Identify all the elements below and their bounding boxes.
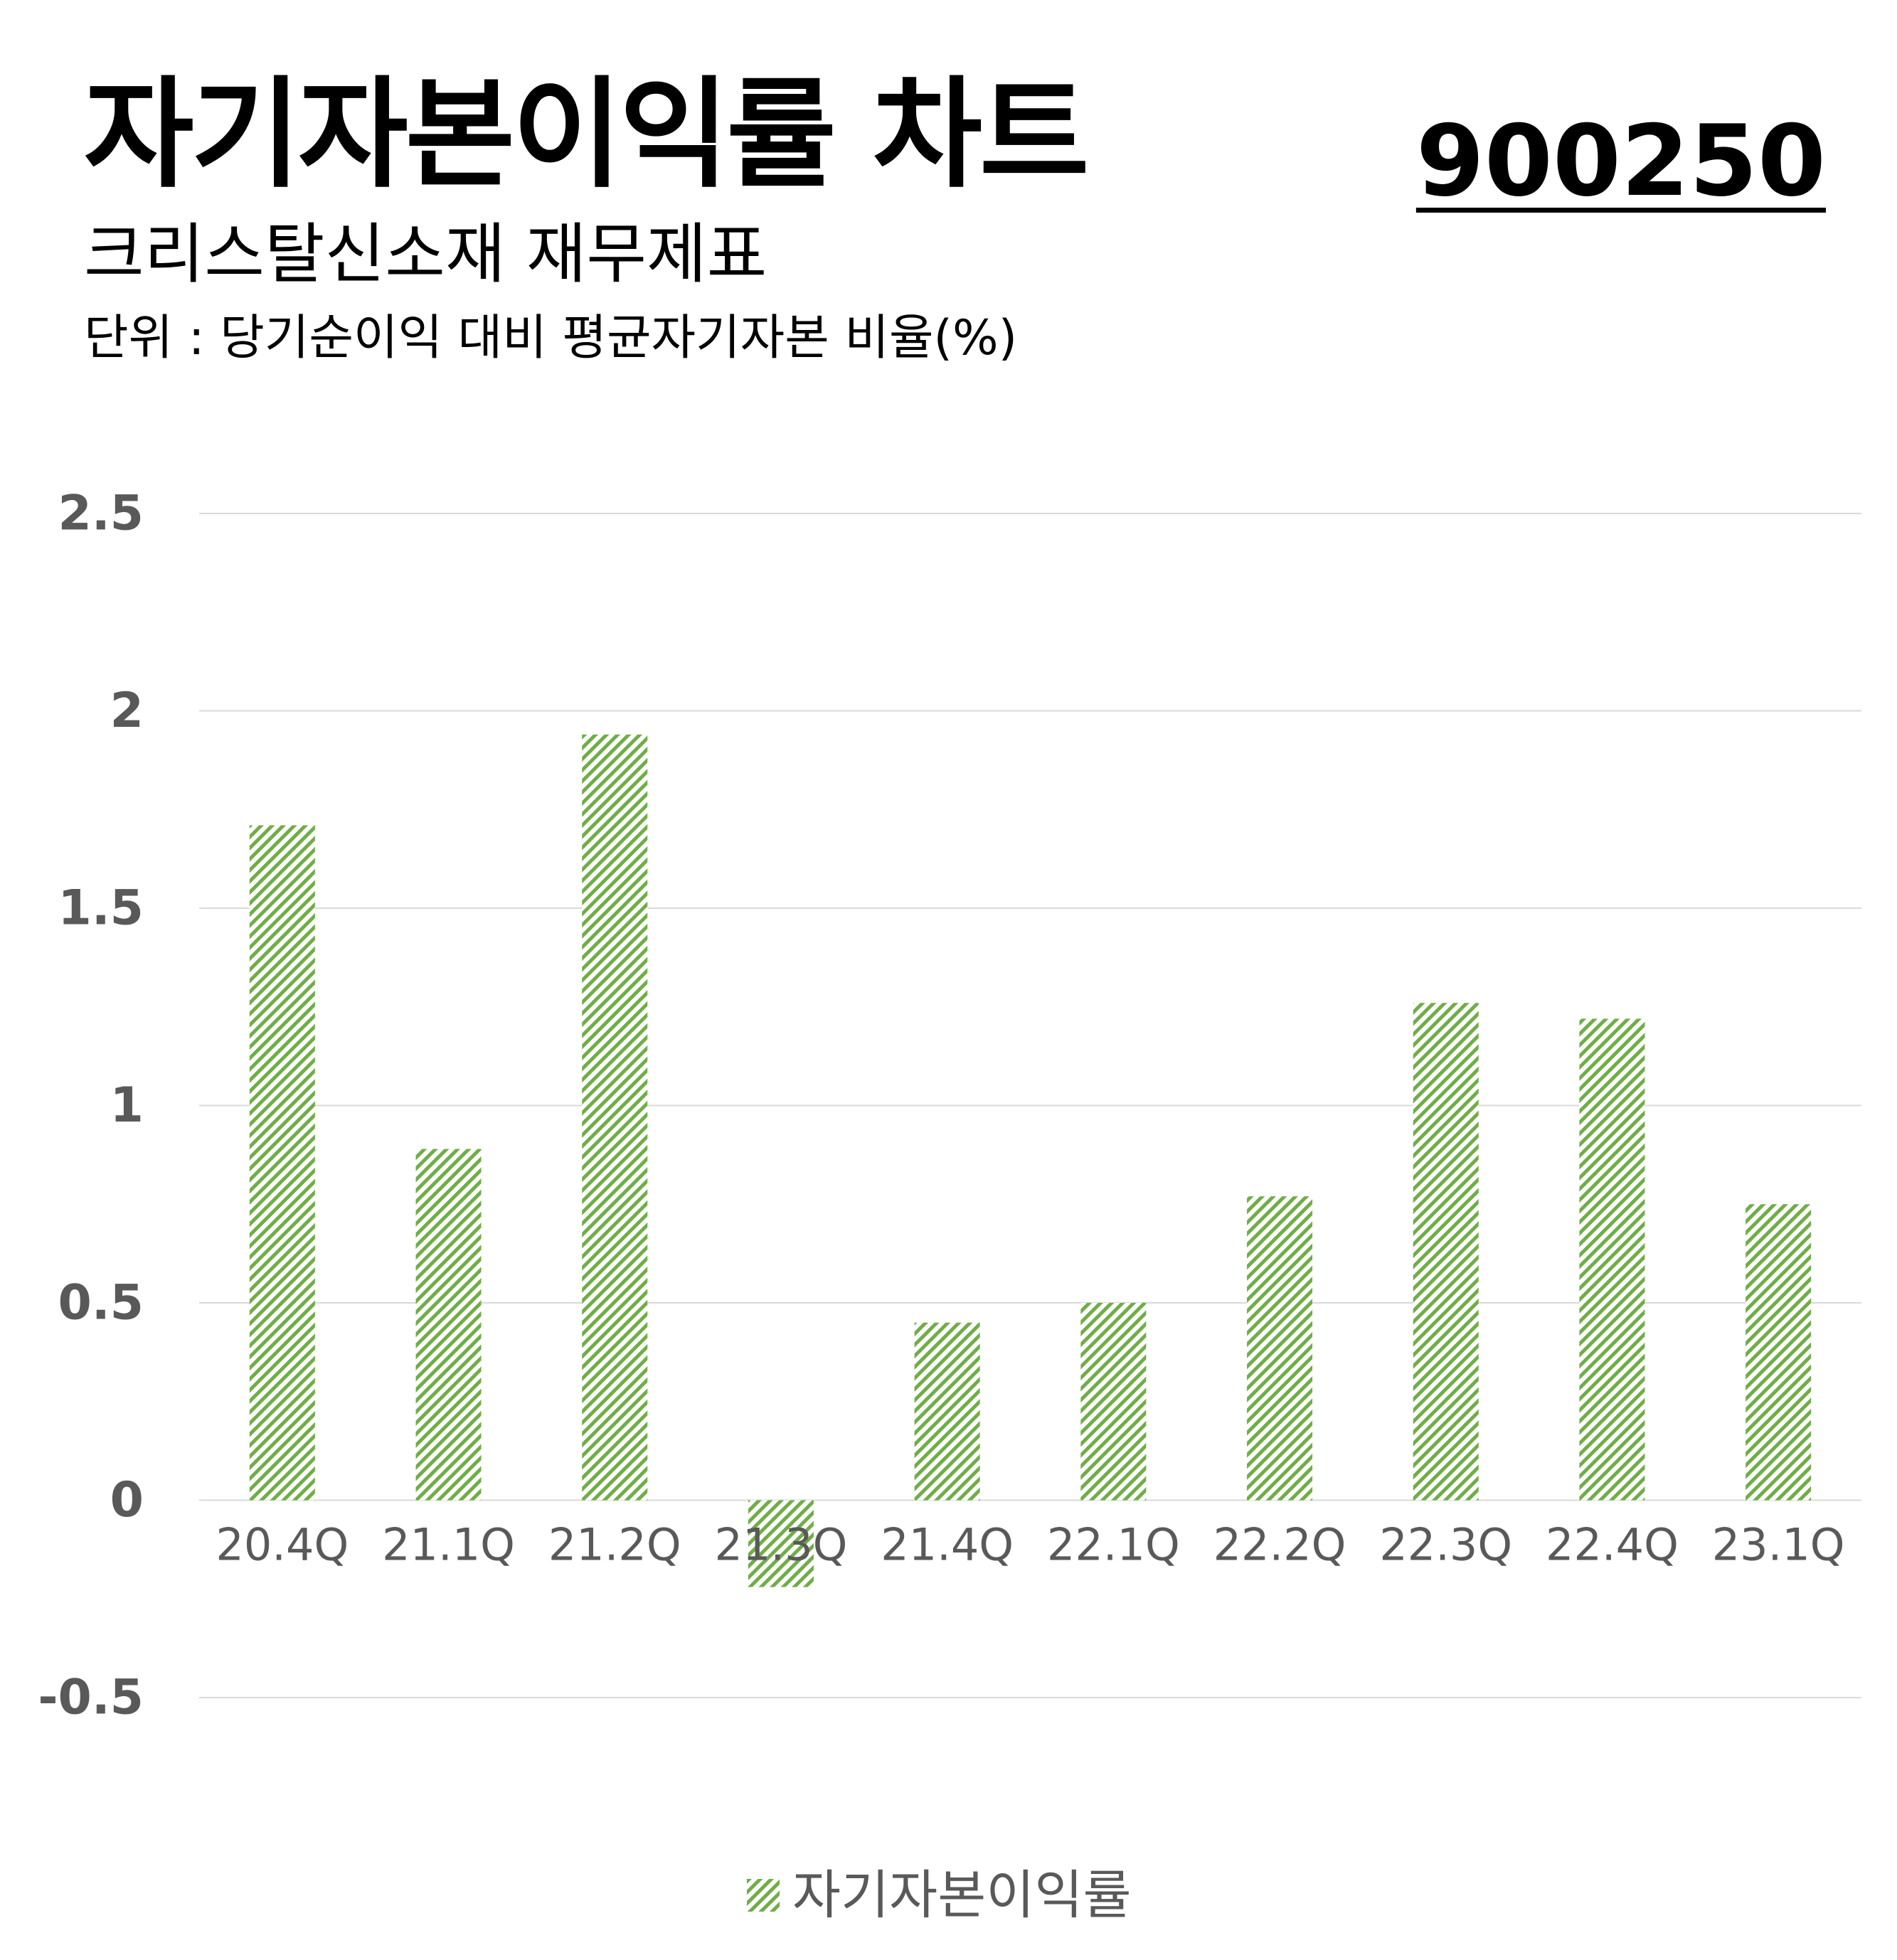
chart-subtitle: 크리스탈신소재 재무제표 [84,216,767,292]
y-tick-label: -0.5 [38,1670,144,1726]
x-tick-label: 20.4Q [216,1519,349,1571]
bar-21.1Q [415,1149,482,1501]
y-tick-label: 1.5 [58,880,144,937]
y-tick-label: 0.5 [58,1275,144,1331]
bar-22.4Q [1579,1018,1645,1501]
bar-22.3Q [1413,1003,1479,1501]
stock-code: 900250 [1415,104,1826,218]
x-tick-label: 21.1Q [382,1519,515,1571]
y-axis-ticks: 2.5 2 1.5 1 0.5 0 -0.5 [38,486,144,1726]
y-tick-label: 0 [110,1472,144,1528]
bar-22.2Q [1247,1196,1313,1501]
x-axis-ticks: 20.4Q 21.1Q 21.2Q 21.3Q 21.4Q 22.1Q 22.2Q 22.3Q… [216,1519,1844,1571]
unit-label: 단위 : 당기순이익 대비 평균자기자본 비율(%) [84,310,1018,366]
bar-21.2Q [582,734,648,1501]
x-tick-label: 22.2Q [1213,1519,1346,1571]
bar-23.1Q [1745,1204,1812,1501]
bar-21.4Q [914,1322,980,1501]
x-tick-label: 21.4Q [881,1519,1014,1571]
x-tick-label: 22.4Q [1546,1519,1679,1571]
legend: 자기자본이익률 [747,1863,1132,1927]
bar-20.4Q [249,825,315,1501]
x-tick-label: 23.1Q [1712,1519,1845,1571]
bars [249,734,1812,1587]
legend-swatch [747,1879,780,1912]
y-tick-label: 1 [110,1077,144,1134]
y-tick-label: 2 [110,683,144,739]
bar-21.3Q [748,1500,814,1587]
y-tick-label: 2.5 [58,486,144,542]
x-tick-label: 22.1Q [1047,1519,1180,1571]
x-tick-label: 21.2Q [548,1519,681,1571]
x-tick-label: 21.3Q [715,1519,848,1571]
gridlines [199,513,1861,1698]
legend-label: 자기자본이익률 [792,1865,1132,1926]
bar-22.1Q [1080,1303,1147,1501]
chart-title: 자기자본이익률 차트 [84,65,1090,204]
x-tick-label: 22.3Q [1379,1519,1512,1571]
